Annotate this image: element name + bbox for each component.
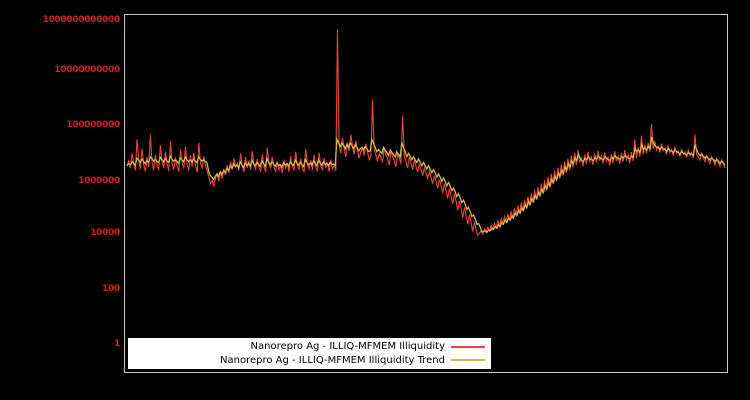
chart-legend: Nanorepro Ag - ILLIQ-MFMEM Illiquidity N… [127,337,492,370]
series-line-illiquidity [126,29,726,237]
legend-swatch-illiquidity [451,345,485,348]
legend-item: Nanorepro Ag - ILLIQ-MFMEM Illiquidity [132,340,485,354]
series-line-illiquidity-trend [126,136,726,234]
y-tick-label: 1000000000000 [42,15,120,25]
y-tick-label: 1000000 [78,176,120,186]
y-tick-label: 100000000 [66,120,120,130]
legend-label: Nanorepro Ag - ILLIQ-MFMEM Illiquidity T… [220,354,445,366]
plot-area [124,14,728,373]
legend-label: Nanorepro Ag - ILLIQ-MFMEM Illiquidity [250,341,445,353]
y-tick-label: 10000000000 [54,65,120,75]
y-axis: 1000000000000 10000000000 100000000 1000… [0,0,122,400]
legend-item: Nanorepro Ag - ILLIQ-MFMEM Illiquidity T… [132,354,485,368]
y-tick-label: 1 [114,339,120,349]
y-tick-label: 100 [102,284,120,294]
legend-swatch-illiquidity-trend [451,359,485,362]
y-tick-label: 10000 [90,228,120,238]
series-lines [126,29,726,237]
